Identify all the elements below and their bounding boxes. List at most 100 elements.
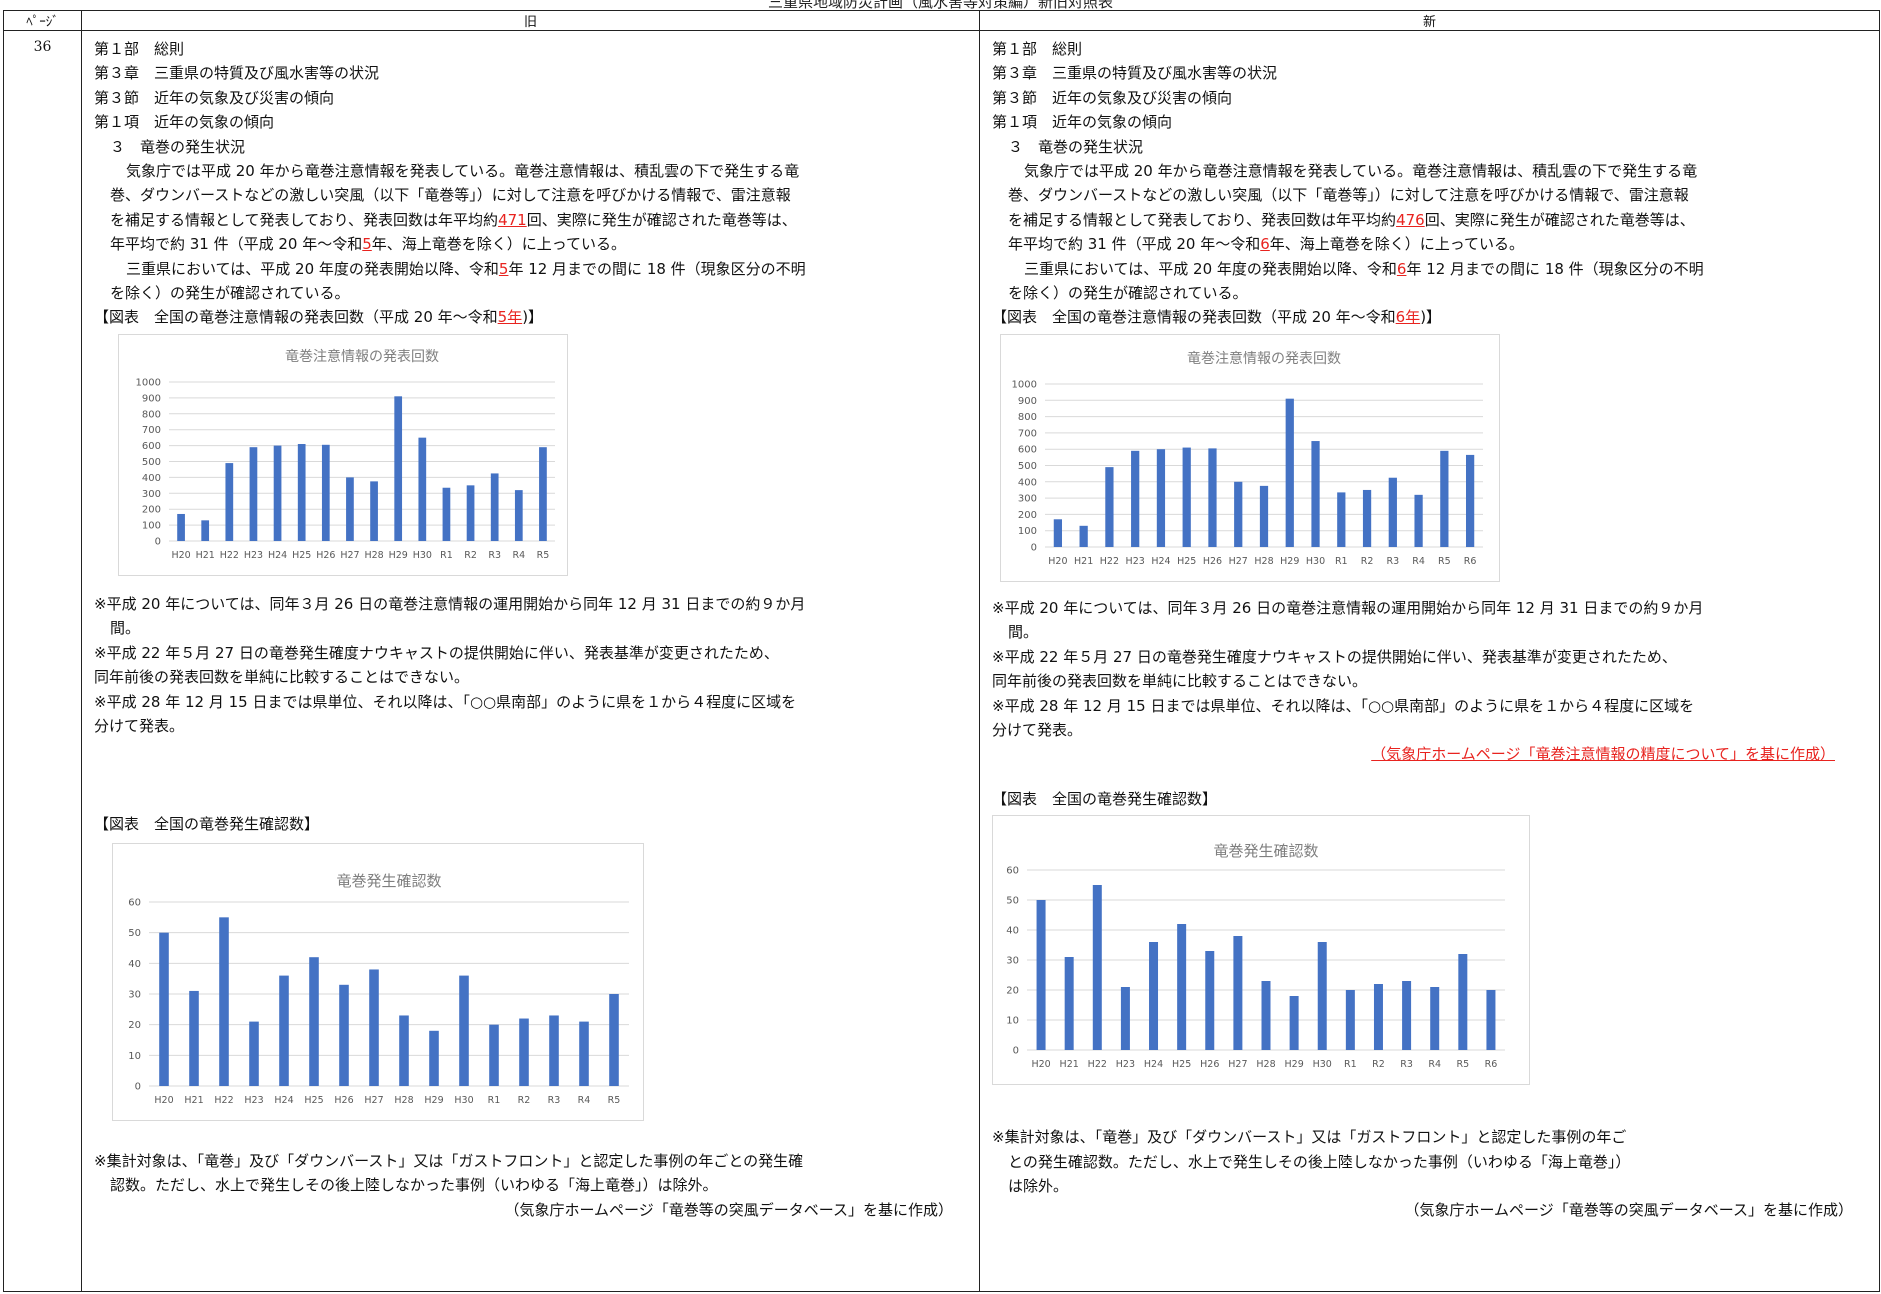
x-tick-label: R5	[1456, 1059, 1469, 1070]
bar	[429, 1030, 439, 1086]
bar	[1388, 477, 1397, 547]
old-heading-5: ３ 竜巻の発生状況	[110, 137, 246, 156]
y-tick-label: 60	[1006, 866, 1019, 877]
y-tick-label: 900	[142, 393, 161, 404]
old-heading-1: 第１部 総則	[94, 40, 185, 58]
x-tick-label: H29	[1280, 556, 1299, 567]
content-row: 36 第１部 総則 第３章 三重県の特質及び風水害等の状況 第３節 近年の気象及…	[3, 30, 1880, 1292]
x-tick-label: H23	[244, 550, 263, 561]
new-heading-5: ３ 竜巻の発生状況	[1008, 137, 1144, 156]
old-paragraph-line: を補足する情報として発表しており、発表回数は年平均約471回、実際に発生が確認さ…	[110, 210, 797, 229]
x-tick-label: H27	[340, 550, 359, 561]
y-tick-label: 200	[1018, 510, 1037, 521]
bar	[1234, 481, 1243, 547]
bar	[1458, 954, 1468, 1051]
chart-title: 竜巻注意情報の発表回数	[285, 348, 439, 365]
old-note-line: 認数。ただし、水上で発生しその後上陸しなかった事例（いわゆる「海上竜巻」）は除外…	[110, 1176, 718, 1195]
x-tick-label: R2	[518, 1095, 531, 1106]
old-note-line: ※平成 22 年５月 27 日の竜巻発生確度ナウキャストの提供開始に伴い、発表基…	[94, 643, 779, 662]
y-tick-label: 40	[128, 959, 141, 970]
x-tick-label: R3	[1400, 1059, 1413, 1070]
x-tick-label: R4	[1428, 1059, 1441, 1070]
old-source-2: （気象庁ホームページ「竜巻等の突風データベース」を基に作成）	[504, 1200, 953, 1219]
bar	[1414, 494, 1423, 547]
bar	[399, 1015, 409, 1086]
y-tick-label: 800	[142, 409, 161, 420]
bar	[1337, 492, 1346, 547]
bar	[1120, 987, 1130, 1051]
bar	[1156, 449, 1166, 547]
new-note-line: 分けて発表。	[992, 720, 1083, 739]
x-tick-label: R1	[440, 550, 453, 561]
bar	[201, 520, 210, 541]
bar	[1036, 900, 1046, 1051]
x-tick-label: H29	[1285, 1059, 1304, 1070]
y-tick-label: 60	[128, 897, 141, 908]
y-tick-label: 300	[142, 489, 161, 500]
x-tick-label: H25	[1177, 556, 1196, 567]
y-tick-label: 0	[1013, 1046, 1019, 1057]
chart-title: 竜巻発生確認数	[336, 872, 441, 890]
x-tick-label: R6	[1464, 556, 1477, 567]
bar	[1285, 398, 1294, 547]
x-tick-label: H24	[274, 1095, 293, 1106]
bar	[249, 1021, 259, 1086]
new-note-line: との発生確認数。ただし、水上で発生しその後上陸しなかった事例（いわゆる「海上竜巻…	[1008, 1152, 1631, 1171]
y-tick-label: 600	[142, 441, 161, 452]
x-tick-label: H28	[1256, 1059, 1275, 1070]
bar	[1261, 981, 1271, 1051]
x-tick-label: H20	[154, 1095, 173, 1106]
bar	[1182, 447, 1191, 547]
x-tick-label: R1	[1344, 1059, 1357, 1070]
new-note-line: 間。	[1008, 623, 1039, 642]
x-tick-label: H20	[1031, 1059, 1050, 1070]
new-note-line: は除外。	[1008, 1176, 1069, 1195]
old-tornadoes-chart: 竜巻発生確認数 0 10 20 30 40 50 60 H20 H21 H22 H23 H24 H25 H2…	[112, 842, 644, 1121]
x-tick-label: R4	[1412, 556, 1425, 567]
new-heading-2: 第３章 三重県の特質及び風水害等の状況	[992, 64, 1278, 83]
chart-title: 竜巻注意情報の発表回数	[1187, 350, 1341, 367]
bar	[1064, 957, 1074, 1051]
bar	[321, 444, 330, 541]
new-note-line: 同年前後の発表回数を単純に比較することはできない。	[992, 672, 1368, 691]
x-tick-label: H29	[424, 1095, 443, 1106]
y-tick-label: 300	[1018, 493, 1037, 504]
x-tick-label: H23	[1116, 1059, 1135, 1070]
bar	[1486, 990, 1496, 1051]
new-paragraph-line: を補足する情報として発表しており、発表回数は年平均約476回、実際に発生が確認さ…	[1008, 210, 1695, 229]
x-tick-label: H27	[364, 1095, 383, 1106]
x-tick-label: H21	[196, 550, 215, 561]
y-tick-label: 30	[128, 989, 141, 1000]
x-tick-label: H25	[304, 1095, 323, 1106]
x-tick-label: R5	[608, 1095, 621, 1106]
x-tick-label: R2	[1361, 556, 1374, 567]
x-tick-label: H26	[316, 550, 335, 561]
bar	[159, 932, 169, 1086]
x-tick-label: H28	[1254, 556, 1273, 567]
bar	[549, 1015, 559, 1086]
old-note-line: 分けて発表。	[94, 716, 185, 735]
y-tick-label: 50	[128, 928, 141, 939]
bar	[346, 477, 354, 541]
x-tick-label: H22	[1100, 556, 1119, 567]
x-tick-label: R3	[488, 550, 501, 561]
bar	[490, 473, 499, 541]
y-tick-label: 1000	[136, 377, 161, 388]
y-tick-label: 400	[142, 473, 161, 484]
y-tick-label: 400	[1018, 477, 1037, 488]
x-tick-label: H23	[1126, 556, 1145, 567]
new-year-mark: 6	[1396, 259, 1407, 278]
bar	[225, 462, 234, 541]
x-tick-label: H22	[1088, 1059, 1107, 1070]
bar	[1402, 981, 1412, 1051]
x-tick-label: H22	[220, 550, 239, 561]
bar	[339, 984, 349, 1086]
x-tick-label: H24	[268, 550, 287, 561]
x-tick-label: H20	[171, 550, 190, 561]
new-paragraph-line: 巻、ダウンバーストなどの激しい突風（以下「竜巻等」）に対して注意を呼びかける情報…	[1008, 186, 1689, 205]
bar	[370, 481, 378, 541]
new-paragraph-line: 三重県においては、平成 20 年度の発表開始以降、令和6年 12 月までの間に …	[1024, 259, 1704, 278]
x-tick-label: R4	[578, 1095, 591, 1106]
bar	[297, 443, 306, 541]
x-tick-label: R3	[548, 1095, 561, 1106]
